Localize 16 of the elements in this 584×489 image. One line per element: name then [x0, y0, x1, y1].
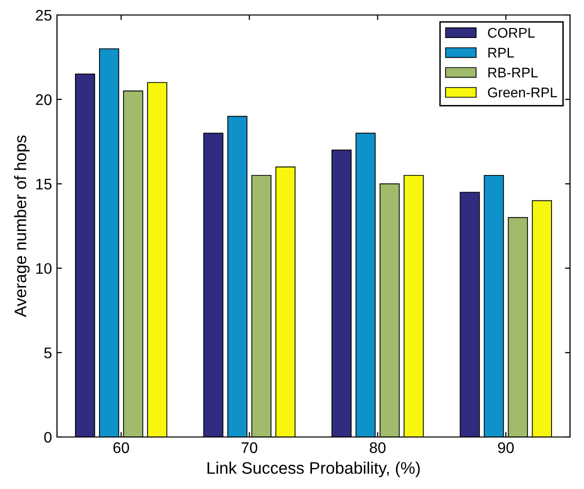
legend-label: CORPL [488, 28, 535, 38]
y-tick-label: 15 [36, 178, 52, 190]
y-tick-label: 0 [44, 432, 52, 443]
legend-label: RPL [488, 48, 514, 58]
x-tick-label: 80 [370, 442, 386, 454]
y-tick-label: 20 [36, 94, 52, 106]
x-axis-title: Link Success Probability, (%) [208, 462, 420, 478]
x-tick-label: 70 [242, 442, 258, 454]
legend-label: RB-RPL [488, 68, 538, 78]
x-tick-label: 90 [498, 442, 514, 454]
y-tick-label: 10 [36, 263, 52, 274]
y-tick-label: 25 [36, 10, 52, 21]
legend-label: Green-RPL [488, 88, 558, 98]
y-axis-title: Average number of hops [14, 135, 30, 318]
x-tick-label: 60 [113, 442, 130, 454]
y-tick-label: 5 [44, 348, 52, 358]
